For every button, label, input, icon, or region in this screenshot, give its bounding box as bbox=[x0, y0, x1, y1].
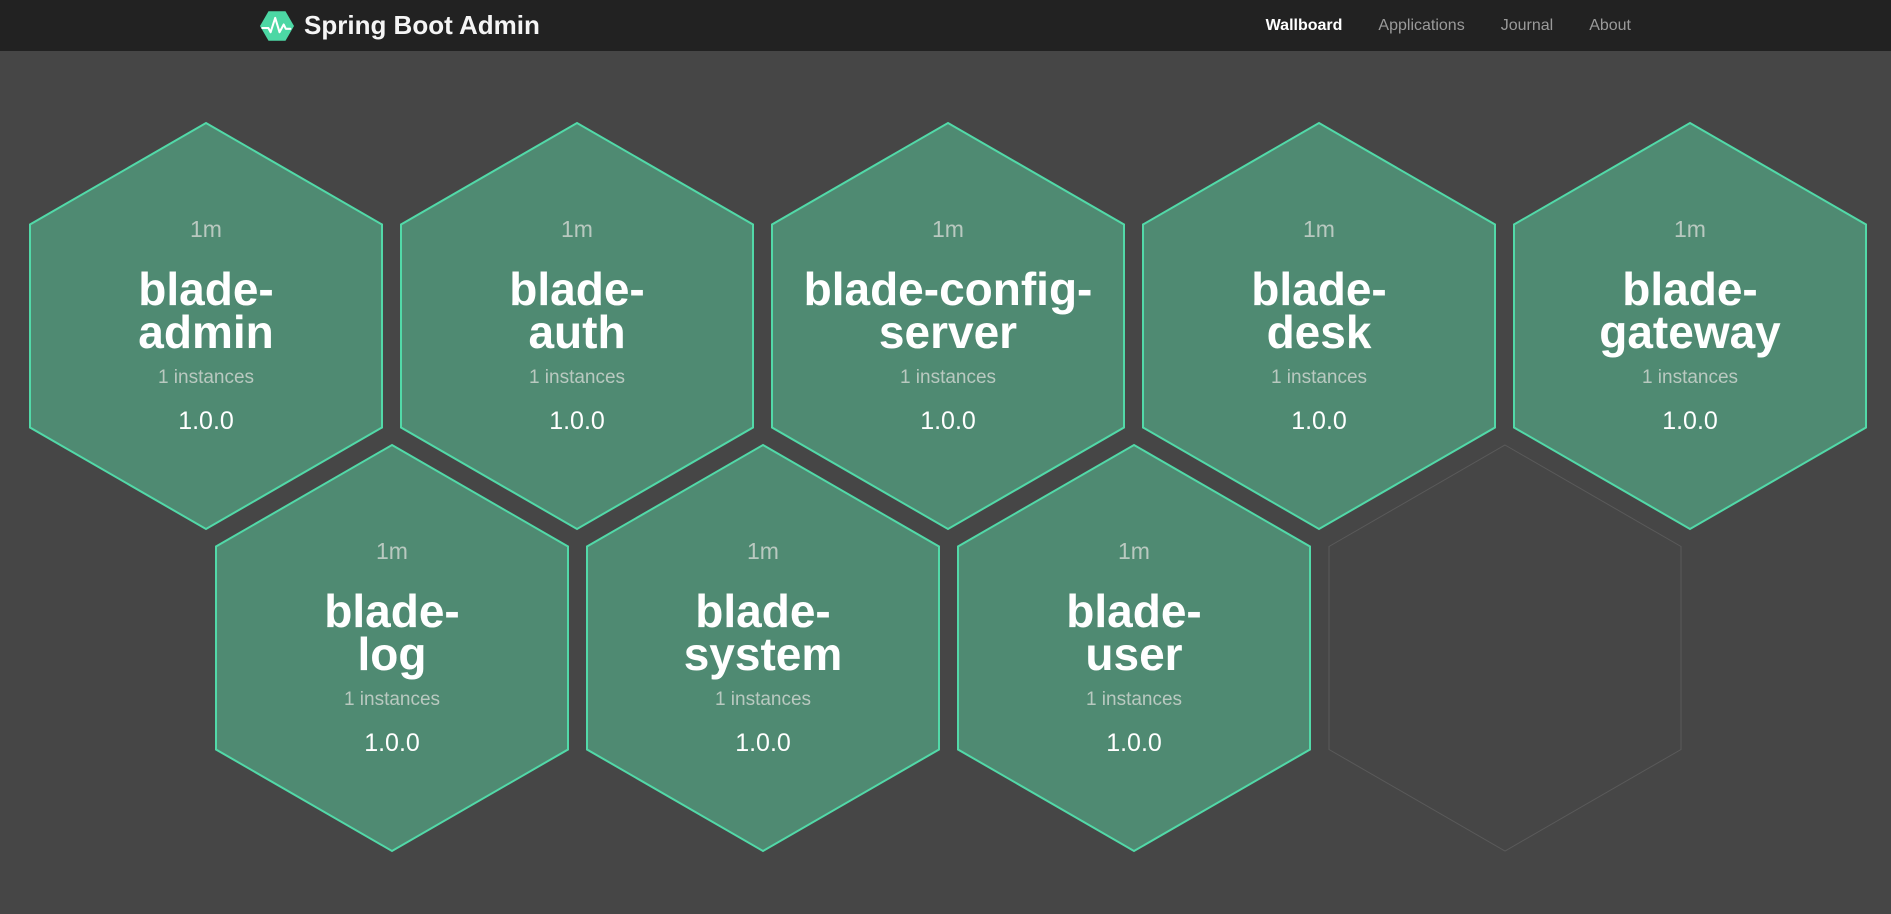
svg-text:1m: 1m bbox=[1118, 538, 1150, 564]
svg-text:log: log bbox=[358, 628, 427, 680]
svg-text:1 instances: 1 instances bbox=[900, 367, 996, 388]
svg-text:1m: 1m bbox=[1674, 216, 1706, 242]
svg-text:1 instances: 1 instances bbox=[1642, 367, 1738, 388]
svg-text:user: user bbox=[1085, 628, 1182, 680]
svg-text:desk: desk bbox=[1267, 306, 1372, 358]
svg-text:admin: admin bbox=[138, 306, 273, 358]
svg-text:1 instances: 1 instances bbox=[715, 689, 811, 710]
svg-text:1.0.0: 1.0.0 bbox=[920, 407, 976, 435]
svg-text:1m: 1m bbox=[1303, 216, 1335, 242]
svg-text:1.0.0: 1.0.0 bbox=[1106, 729, 1162, 757]
svg-text:1.0.0: 1.0.0 bbox=[735, 729, 791, 757]
svg-text:1.0.0: 1.0.0 bbox=[364, 729, 420, 757]
svg-text:system: system bbox=[684, 628, 843, 680]
svg-text:1m: 1m bbox=[561, 216, 593, 242]
svg-text:1m: 1m bbox=[747, 538, 779, 564]
svg-text:1 instances: 1 instances bbox=[1086, 689, 1182, 710]
svg-text:1 instances: 1 instances bbox=[344, 689, 440, 710]
svg-text:1 instances: 1 instances bbox=[158, 367, 254, 388]
svg-text:1.0.0: 1.0.0 bbox=[1662, 407, 1718, 435]
svg-text:1.0.0: 1.0.0 bbox=[1291, 407, 1347, 435]
svg-text:1 instances: 1 instances bbox=[1271, 367, 1367, 388]
svg-text:server: server bbox=[879, 306, 1017, 358]
svg-text:gateway: gateway bbox=[1599, 306, 1781, 358]
svg-text:auth: auth bbox=[528, 306, 625, 358]
svg-text:1.0.0: 1.0.0 bbox=[178, 407, 234, 435]
svg-text:1m: 1m bbox=[190, 216, 222, 242]
svg-text:1m: 1m bbox=[932, 216, 964, 242]
svg-text:1 instances: 1 instances bbox=[529, 367, 625, 388]
svg-text:1m: 1m bbox=[376, 538, 408, 564]
svg-text:1.0.0: 1.0.0 bbox=[549, 407, 605, 435]
